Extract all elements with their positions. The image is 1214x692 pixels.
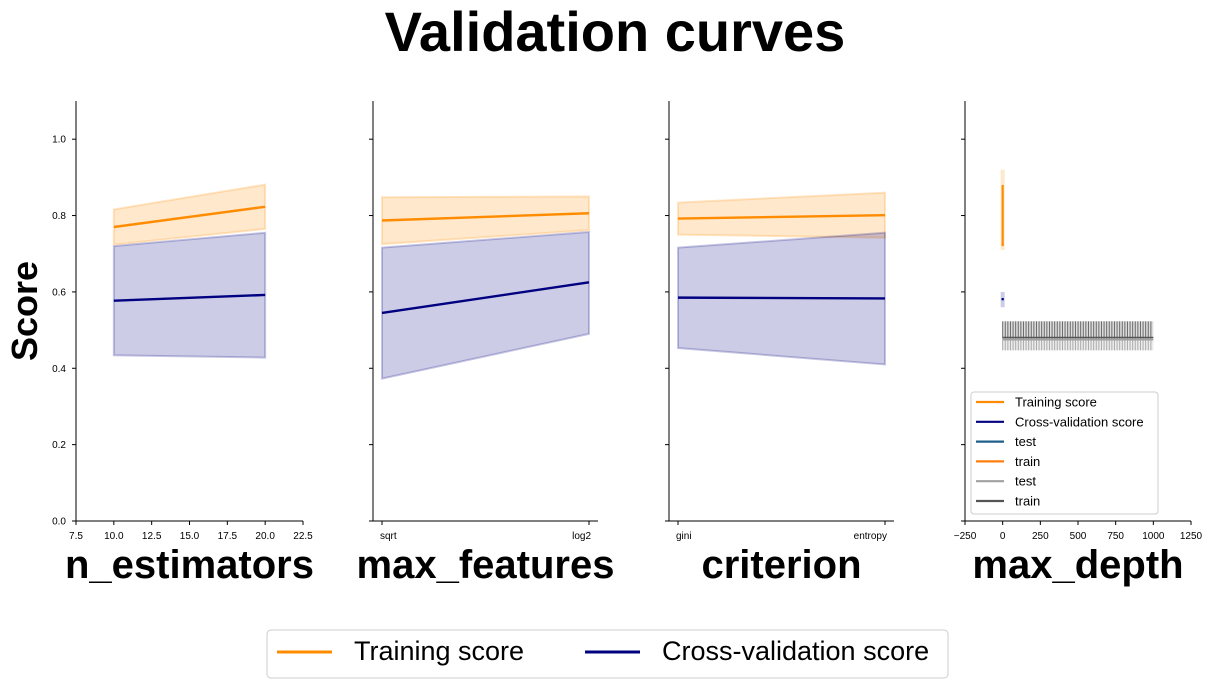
x-tick-label: entropy xyxy=(854,531,887,542)
figure-legend: Training score Cross-validation score xyxy=(266,629,949,679)
x-tick-label: 10.0 xyxy=(104,531,124,542)
y-tick-label: 1.0 xyxy=(52,135,66,146)
x-axis-label: n_estimators xyxy=(65,543,314,587)
training-score-line xyxy=(381,212,590,222)
y-tick-label: 0.0 xyxy=(52,517,66,528)
overlay-train-band xyxy=(1002,321,1154,339)
x-tick-label: 15.0 xyxy=(180,531,200,542)
subplots: 0.0 0.2 0.4 0.6 0.8 1.0 7.5 10.0 12.5 15.0 17.5 20.… xyxy=(52,101,1203,587)
x-tick-label: 22.5 xyxy=(293,531,313,542)
x-axis-label: criterion xyxy=(701,543,861,587)
x-tick-label: 7.5 xyxy=(69,531,83,542)
training-band xyxy=(381,195,590,246)
panel-legend-label: train xyxy=(1015,494,1040,509)
x-tick-label: sqrt xyxy=(380,531,397,542)
y-tick-label: 0.6 xyxy=(52,287,66,298)
y-tick-label: 0.8 xyxy=(52,211,66,222)
figure-legend-training-label: Training score xyxy=(354,636,524,666)
cv-band xyxy=(112,231,267,359)
x-tick-label: 250 xyxy=(1032,531,1049,542)
panel-legend-frame xyxy=(970,391,1159,515)
figure-legend-frame xyxy=(266,629,949,679)
x-tick-label: −250 xyxy=(954,531,977,542)
panel-legend: Training score Cross-validation score test… xyxy=(970,391,1159,515)
overlay-test-band xyxy=(1002,336,1154,351)
x-tick-label: 1250 xyxy=(1180,531,1203,542)
x-tick-label: 20.0 xyxy=(255,531,275,542)
figure-title: Validation curves xyxy=(385,0,846,63)
x-tick-label: log2 xyxy=(572,531,591,542)
cv-score-line xyxy=(677,296,886,300)
cv-band xyxy=(381,230,590,380)
cv-score-line xyxy=(381,281,590,315)
panel-legend-label: Cross-validation score xyxy=(1015,414,1144,429)
x-tick-label: gini xyxy=(676,531,692,542)
training-score-line xyxy=(113,205,266,229)
panel-legend-label: Training score xyxy=(1015,395,1097,410)
x-tick-label: 750 xyxy=(1107,531,1124,542)
training-score-line xyxy=(677,213,886,220)
x-axis-label: max_features xyxy=(357,543,615,587)
y-axis-label: Score xyxy=(4,261,45,361)
training-band xyxy=(677,191,886,239)
panel-legend-label: test xyxy=(1015,474,1036,489)
figure-legend-cv-label: Cross-validation score xyxy=(662,636,929,666)
x-tick-label: 1000 xyxy=(1142,531,1165,542)
x-axis-label: max_depth xyxy=(972,543,1183,587)
panel-legend-label: train xyxy=(1015,454,1040,469)
panel-legend-label: test xyxy=(1015,434,1036,449)
subplot-n-estimators: 0.0 0.2 0.4 0.6 0.8 1.0 7.5 10.0 12.5 15.0 17.5 20.… xyxy=(52,101,314,587)
x-tick-label: 0 xyxy=(1000,531,1006,542)
x-tick-label: 12.5 xyxy=(142,531,162,542)
training-band xyxy=(112,183,267,246)
cv-score-line xyxy=(113,293,266,302)
y-tick-label: 0.4 xyxy=(52,364,66,375)
x-tick-label: 500 xyxy=(1070,531,1087,542)
x-tick-label: 17.5 xyxy=(218,531,238,542)
y-tick-label: 0.2 xyxy=(52,440,66,451)
